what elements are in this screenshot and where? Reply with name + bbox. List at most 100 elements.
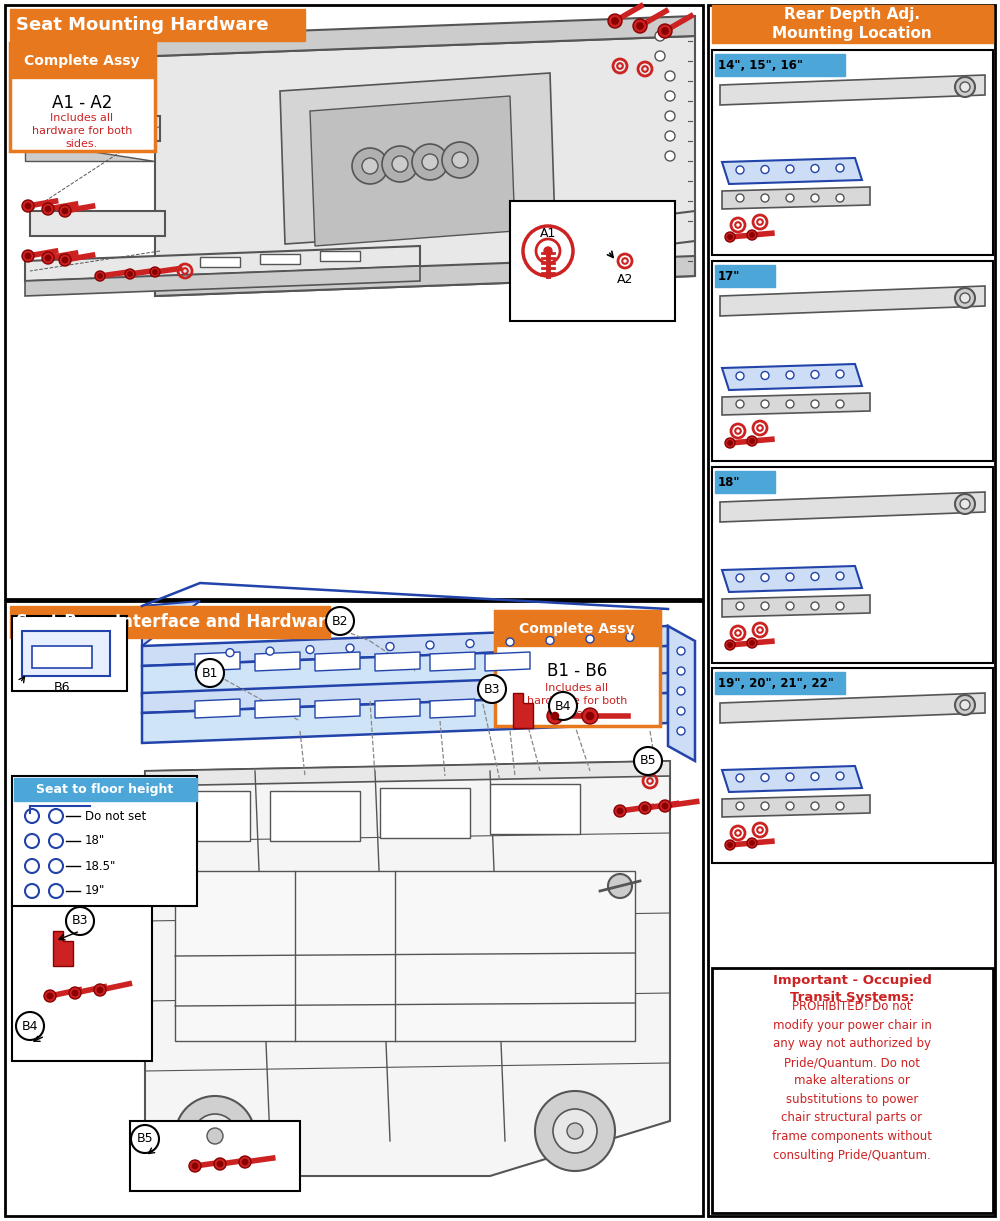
Circle shape: [747, 639, 757, 648]
Circle shape: [736, 372, 744, 380]
Circle shape: [47, 994, 53, 999]
Circle shape: [786, 165, 794, 173]
Bar: [715, 265, 775, 287]
Text: Includes all
hardware for both
sides.: Includes all hardware for both sides.: [527, 683, 627, 719]
Circle shape: [637, 23, 643, 29]
Circle shape: [626, 634, 634, 641]
Circle shape: [226, 648, 234, 657]
Circle shape: [466, 640, 474, 647]
Text: 18.5": 18.5": [85, 860, 116, 873]
Circle shape: [728, 234, 732, 239]
Circle shape: [59, 254, 71, 266]
Circle shape: [633, 20, 647, 33]
Circle shape: [677, 726, 685, 735]
Circle shape: [192, 1164, 198, 1168]
Circle shape: [326, 607, 354, 635]
Polygon shape: [255, 698, 300, 718]
Circle shape: [547, 708, 563, 724]
Circle shape: [659, 800, 671, 812]
Polygon shape: [722, 567, 862, 592]
Circle shape: [239, 1156, 251, 1168]
Circle shape: [69, 987, 81, 999]
Circle shape: [153, 270, 157, 275]
Circle shape: [955, 77, 975, 96]
Polygon shape: [375, 652, 420, 672]
Circle shape: [72, 990, 78, 995]
Circle shape: [95, 271, 105, 281]
Bar: [715, 672, 845, 694]
Circle shape: [750, 233, 754, 237]
Bar: [270, 791, 360, 841]
Circle shape: [25, 253, 31, 259]
Text: 17": 17": [718, 270, 740, 282]
Circle shape: [955, 288, 975, 308]
Bar: [490, 784, 580, 834]
Polygon shape: [722, 187, 870, 209]
Bar: [708, 5, 995, 1216]
Circle shape: [94, 984, 106, 996]
Bar: [260, 254, 300, 264]
Circle shape: [658, 24, 672, 38]
Circle shape: [551, 712, 559, 719]
Text: A2: A2: [617, 272, 633, 286]
Text: Seat to floor height: Seat to floor height: [36, 783, 174, 796]
Circle shape: [761, 574, 769, 581]
Bar: [12, 617, 127, 691]
Bar: [712, 261, 993, 462]
Circle shape: [214, 1158, 226, 1170]
Circle shape: [614, 805, 626, 817]
Text: 19": 19": [85, 884, 105, 897]
Circle shape: [16, 1012, 44, 1040]
Circle shape: [442, 142, 478, 178]
Circle shape: [196, 659, 224, 687]
Bar: [22, 631, 110, 676]
Polygon shape: [155, 16, 695, 56]
Bar: [712, 50, 993, 255]
Polygon shape: [722, 595, 870, 617]
Circle shape: [736, 602, 744, 610]
Polygon shape: [142, 646, 668, 696]
Circle shape: [955, 695, 975, 716]
Circle shape: [422, 154, 438, 170]
Circle shape: [382, 147, 418, 182]
Circle shape: [811, 400, 819, 408]
Circle shape: [242, 1159, 248, 1165]
Circle shape: [97, 988, 103, 993]
Polygon shape: [722, 766, 862, 792]
Circle shape: [677, 667, 685, 675]
Bar: [10, 606, 330, 639]
Circle shape: [811, 602, 819, 610]
Circle shape: [811, 773, 819, 780]
Circle shape: [747, 436, 757, 446]
Circle shape: [25, 204, 31, 209]
Bar: [712, 968, 993, 1212]
Circle shape: [736, 802, 744, 810]
Text: B3: B3: [72, 915, 88, 928]
Circle shape: [45, 255, 51, 261]
Circle shape: [736, 194, 744, 201]
Polygon shape: [155, 256, 695, 295]
Circle shape: [665, 131, 675, 140]
Circle shape: [836, 571, 844, 580]
Circle shape: [193, 1114, 237, 1158]
Polygon shape: [30, 211, 165, 236]
Circle shape: [811, 573, 819, 580]
Circle shape: [22, 200, 34, 212]
Circle shape: [786, 602, 794, 610]
Circle shape: [207, 1128, 223, 1144]
Bar: [32, 646, 92, 668]
Circle shape: [960, 293, 970, 303]
Polygon shape: [430, 698, 475, 718]
Circle shape: [728, 842, 732, 847]
Circle shape: [761, 400, 769, 408]
Polygon shape: [25, 116, 160, 140]
Circle shape: [665, 71, 675, 81]
Polygon shape: [375, 698, 420, 718]
Text: B6: B6: [54, 680, 70, 694]
Circle shape: [836, 802, 844, 810]
Circle shape: [217, 1161, 223, 1167]
Circle shape: [582, 708, 598, 724]
Text: Seat Base Interface and Hardware: Seat Base Interface and Hardware: [16, 613, 338, 631]
Text: Complete Assy: Complete Assy: [24, 54, 140, 68]
Text: 18": 18": [85, 834, 105, 847]
